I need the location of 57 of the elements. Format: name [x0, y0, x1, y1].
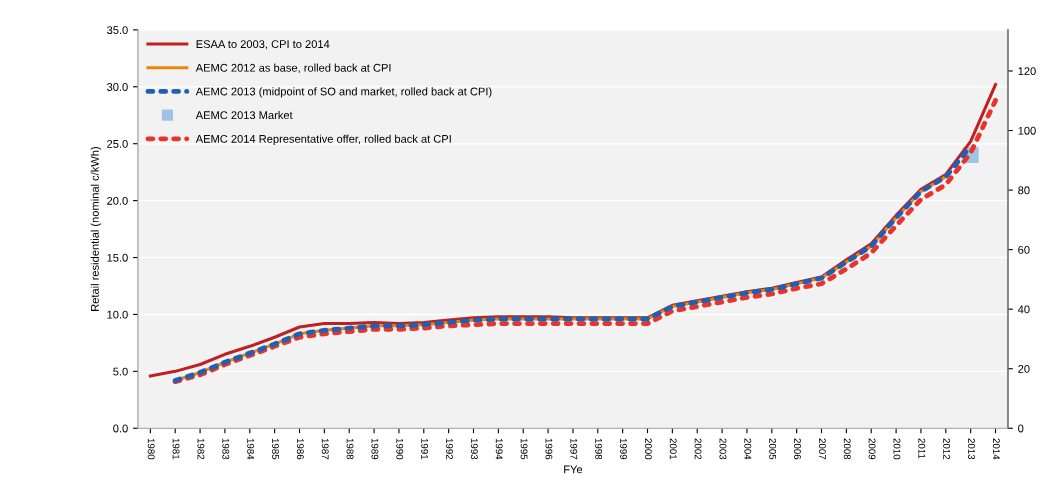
x-tick-label: 2014	[992, 438, 1000, 460]
y-tick-label: 30.0	[107, 83, 128, 91]
x-tick-label: 2005	[769, 438, 777, 460]
x-tick-label: 1992	[446, 438, 453, 460]
legend-label: ESAA to 2003, CPI to 2014	[196, 40, 330, 50]
x-tick-label: 2012	[943, 438, 951, 460]
x-tick-label: 1991	[421, 438, 429, 460]
y2-tick-label: 20	[1018, 365, 1030, 373]
x-tick-label: 1982	[197, 438, 205, 460]
x-tick-label: 1995	[520, 438, 528, 460]
x-tick-label: 1993	[470, 438, 478, 460]
x-tick-label: 1987	[321, 438, 329, 460]
x-tick-label: 1988	[346, 438, 354, 460]
y2-tick-label: 60	[1018, 245, 1030, 254]
legend-label: AEMC 2012 as base, rolled back at CPI	[195, 63, 391, 74]
x-tick-label: 1990	[396, 438, 404, 460]
x-tick-label: 2009	[868, 438, 876, 460]
legend-label: AEMC 2013 (midpoint of SO and market, rolled back at CPI)	[195, 87, 492, 98]
x-tick-label: 1997	[570, 438, 578, 460]
y-tick-label: 0.0	[113, 424, 128, 433]
legend-label: AEMC 2013 Market	[195, 110, 293, 120]
x-tick-label: 2006	[794, 438, 801, 460]
y-tick-label: 20.0	[107, 196, 128, 205]
x-tick-label: 1998	[595, 438, 603, 460]
y-tick-label: 10.0	[107, 310, 128, 319]
x-tick-label: 2000	[644, 438, 652, 460]
x-tick-label: 2011	[918, 438, 926, 459]
x-tick-label: 1999	[620, 438, 627, 460]
x-tick-label: 2002	[694, 438, 702, 460]
x-tick-label: 2001	[669, 438, 677, 460]
x-axis-title: FYe	[564, 465, 583, 474]
y-tick-label: 5.0	[113, 367, 128, 376]
x-tick-label: 2010	[893, 438, 901, 460]
y2-tick-label: 100	[1018, 126, 1036, 135]
x-tick-label: 2013	[968, 438, 975, 460]
y-tick-label: 15.0	[107, 253, 128, 262]
legend-label: AEMC 2014 Representative offer, rolled back at CPI	[195, 134, 451, 145]
x-tick-label: 1986	[296, 438, 304, 460]
x-tick-label: 1984	[247, 438, 255, 460]
x-tick-label: 1994	[495, 438, 503, 460]
y2-tick-label: 40	[1017, 305, 1030, 314]
y2-tick-label: 0	[1018, 424, 1024, 433]
x-tick-label: 2008	[843, 438, 851, 460]
y2-tick-label: 120	[1018, 67, 1036, 76]
x-tick-label: 1985	[272, 438, 279, 460]
x-tick-label: 2004	[744, 438, 752, 460]
x-tick-label: 1981	[172, 438, 180, 460]
x-tick-label: 1989	[371, 438, 379, 460]
y-axis-title: Retail residential (nominal c/kWh)	[90, 147, 102, 311]
x-tick-label: 2007	[818, 438, 826, 460]
x-tick-label: 1980	[147, 438, 155, 460]
x-tick-label: 1983	[222, 438, 230, 460]
x-tick-label: 2003	[719, 438, 727, 460]
y2-tick-label: 80	[1018, 186, 1030, 195]
y-tick-label: 35.0	[107, 26, 128, 35]
x-tick-label: 1996	[545, 438, 553, 460]
y-tick-label: 25.0	[107, 139, 128, 148]
